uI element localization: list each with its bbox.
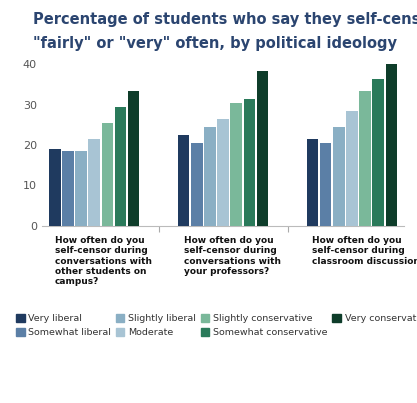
- Bar: [128, 91, 140, 226]
- Bar: [191, 143, 203, 226]
- Bar: [231, 103, 242, 226]
- Bar: [49, 149, 60, 226]
- Bar: [178, 135, 189, 226]
- Bar: [204, 127, 216, 226]
- Bar: [346, 111, 358, 226]
- Text: "fairly" or "very" often, by political ideology: "fairly" or "very" often, by political i…: [33, 36, 397, 51]
- Bar: [359, 91, 371, 226]
- Bar: [217, 119, 229, 226]
- Text: How often do you
self-censor during
conversations with
your professors?: How often do you self-censor during conv…: [183, 236, 281, 276]
- Bar: [320, 143, 332, 226]
- Bar: [372, 79, 384, 226]
- Bar: [257, 71, 268, 226]
- Text: Percentage of students who say they self-censor: Percentage of students who say they self…: [33, 12, 417, 27]
- Bar: [62, 151, 74, 226]
- Text: How often do you
self-censor during
classroom discussions?: How often do you self-censor during clas…: [312, 236, 417, 266]
- Bar: [75, 151, 87, 226]
- Bar: [88, 139, 100, 226]
- Legend: Very liberal, Somewhat liberal, Slightly liberal, Moderate, Slightly conservativ: Very liberal, Somewhat liberal, Slightly…: [16, 314, 417, 337]
- Bar: [102, 123, 113, 226]
- Bar: [333, 127, 344, 226]
- Bar: [386, 62, 397, 226]
- Bar: [115, 107, 126, 226]
- Bar: [244, 99, 255, 226]
- Text: How often do you
self-censor during
conversations with
other students on
campus?: How often do you self-censor during conv…: [55, 236, 152, 287]
- Bar: [306, 139, 318, 226]
